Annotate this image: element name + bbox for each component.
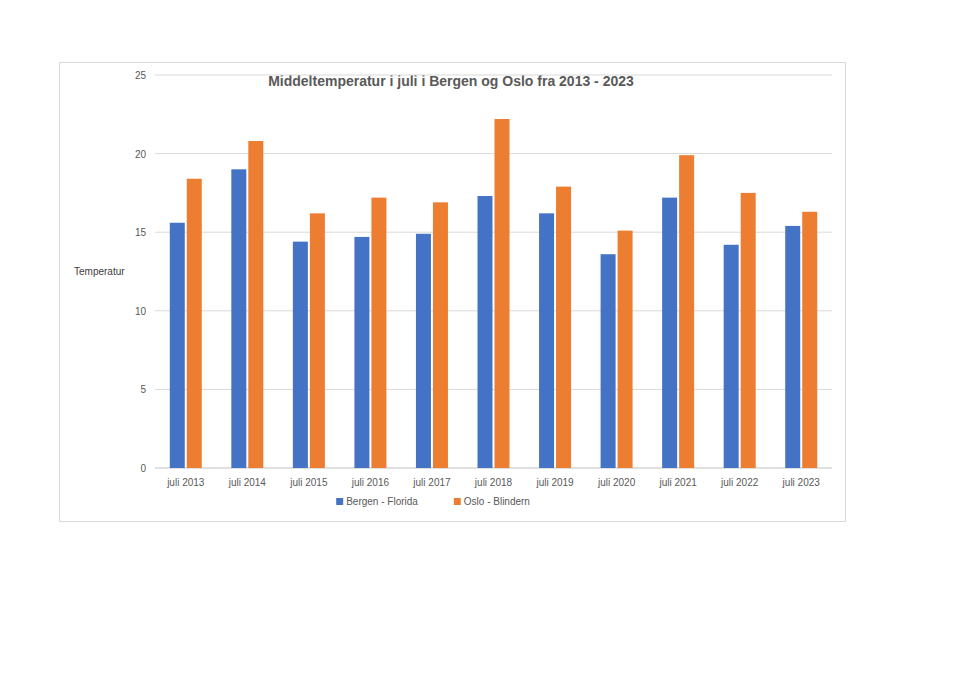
x-tick-label: juli 2015 xyxy=(289,477,328,488)
bar xyxy=(724,245,739,468)
bar xyxy=(187,179,202,468)
bar xyxy=(679,155,694,468)
bar xyxy=(170,223,185,468)
legend: Bergen - Florida Oslo - Blindern xyxy=(336,496,530,507)
x-tick-label: juli 2022 xyxy=(720,477,759,488)
x-tick-label: juli 2019 xyxy=(535,477,574,488)
bar xyxy=(556,187,571,468)
bar xyxy=(416,234,431,468)
bar xyxy=(495,119,510,468)
bar xyxy=(662,198,677,468)
bar xyxy=(802,212,817,468)
x-tick-label: juli 2018 xyxy=(474,477,513,488)
y-tick-label: 15 xyxy=(135,227,147,238)
bar xyxy=(741,193,756,468)
bar xyxy=(293,242,308,468)
x-tick-label: juli 2020 xyxy=(597,477,636,488)
chart-frame xyxy=(60,63,846,522)
y-axis-label: Temperatur xyxy=(74,266,125,277)
legend-label: Oslo - Blindern xyxy=(464,496,530,507)
bar xyxy=(371,198,386,468)
x-tick-label: juli 2017 xyxy=(412,477,451,488)
y-tick-label: 0 xyxy=(140,463,146,474)
chart-root: Middeltemperatur i juli i Bergen og Oslo… xyxy=(0,0,973,688)
x-tick-label: juli 2023 xyxy=(782,477,821,488)
bar xyxy=(433,202,448,468)
page: {"chart_data": {"type": "bar", "title": … xyxy=(0,0,973,688)
bar xyxy=(601,254,616,468)
y-tick-label: 25 xyxy=(135,70,147,81)
bar xyxy=(478,196,493,468)
x-tick-label: juli 2013 xyxy=(166,477,205,488)
grid-line xyxy=(155,75,832,76)
y-tick-label: 20 xyxy=(135,149,147,160)
y-tick-label: 10 xyxy=(135,306,147,317)
bar xyxy=(618,231,633,468)
legend-label: Bergen - Florida xyxy=(346,496,418,507)
x-tick-label: juli 2016 xyxy=(351,477,390,488)
bar xyxy=(539,213,554,468)
legend-swatch xyxy=(454,498,461,505)
bars xyxy=(170,119,817,468)
bar xyxy=(231,169,246,468)
x-tick-label: juli 2014 xyxy=(228,477,267,488)
bar xyxy=(310,213,325,468)
bar xyxy=(354,237,369,468)
legend-swatch xyxy=(336,498,343,505)
y-tick-label: 5 xyxy=(140,384,146,395)
chart: Middeltemperatur i juli i Bergen og Oslo… xyxy=(0,0,973,688)
x-tick-label: juli 2021 xyxy=(659,477,698,488)
bar xyxy=(248,141,263,468)
bar xyxy=(785,226,800,468)
